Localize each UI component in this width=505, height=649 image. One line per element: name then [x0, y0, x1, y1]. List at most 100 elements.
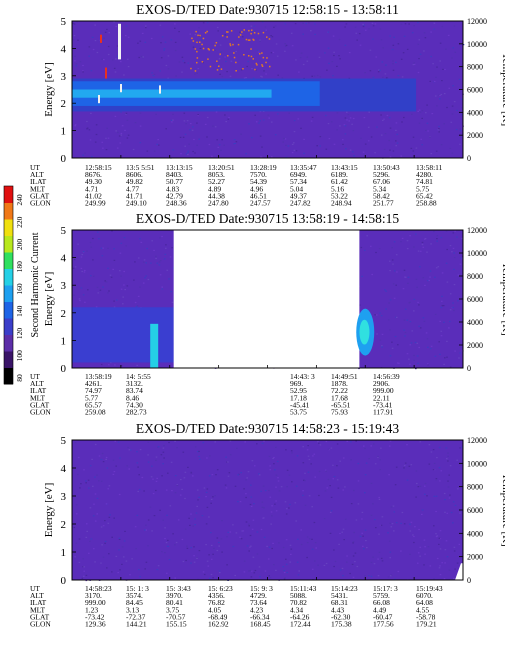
table-cell: 4729.	[250, 591, 267, 600]
table-cell: 41.02	[85, 191, 102, 200]
table-cell: 13:58:19	[85, 372, 112, 381]
colorbar-swatch	[4, 285, 13, 302]
colorbar-swatch	[4, 301, 13, 319]
table-cell: 177.56	[373, 620, 394, 629]
y2-tick-label: 4000	[467, 529, 483, 538]
table-cell: 6070.	[416, 591, 433, 600]
streak	[159, 85, 161, 94]
y2-tick-label: 10000	[467, 249, 487, 258]
table-cell: 84.45	[126, 598, 143, 607]
panel-title: EXOS-D/TED Date:930715 12:58:15 - 13:58:…	[136, 2, 399, 17]
table-cell: 83.74	[126, 386, 143, 395]
table-cell: 57.34	[290, 177, 307, 186]
y-tick-label: 1	[61, 126, 67, 138]
y2-tick-label: 12000	[467, 226, 487, 235]
table-cell: 42.79	[166, 191, 183, 200]
table-cell: 14:58:23	[85, 584, 112, 593]
table-cell: -70.57	[166, 612, 186, 621]
table-cell: 13:50:43	[373, 163, 400, 172]
table-cell: 247.82	[290, 199, 311, 208]
table-cell: 1.23	[85, 605, 98, 614]
table-cell: 144.21	[126, 620, 147, 629]
table-row-label: UT	[30, 584, 40, 593]
table-row-label: GLON	[30, 199, 51, 208]
table-cell: 155.15	[166, 620, 187, 629]
y-axis-label: Energy [eV]	[43, 62, 55, 116]
table-row-label: GLAT	[30, 400, 50, 409]
table-cell: 74.97	[85, 386, 102, 395]
y2-axis-label: Temperature [K]	[500, 53, 505, 126]
table-cell: 5.34	[373, 184, 386, 193]
table-row-label: ILAT	[30, 598, 47, 607]
table-cell: 248.36	[166, 199, 187, 208]
y2-tick-label: 8000	[467, 483, 483, 492]
colorbar-swatch	[4, 367, 13, 385]
table-cell: 1878.	[331, 379, 348, 388]
y2-tick-label: 2000	[467, 553, 483, 562]
table-cell: -66.34	[250, 612, 270, 621]
table-cell: 258.88	[416, 199, 437, 208]
table-cell: 5.77	[85, 393, 98, 402]
table-cell: 13:5 5:51	[126, 163, 155, 172]
table-cell: -58.78	[416, 612, 436, 621]
table-cell: 3132.	[126, 379, 143, 388]
y-tick-label: 2	[61, 519, 67, 531]
table-cell: 14: 5:55	[126, 372, 151, 381]
y2-tick-label: 6000	[467, 86, 483, 95]
table-cell: 117.91	[373, 408, 394, 417]
table-cell: 162.92	[208, 620, 229, 629]
table-cell: 5.75	[416, 184, 429, 193]
table-cell: 64.08	[416, 598, 433, 607]
y2-tick-label: 0	[467, 154, 471, 163]
y2-tick-label: 0	[467, 576, 471, 585]
table-row-label: ILAT	[30, 386, 47, 395]
spectrogram-panel-2: EXOS-D/TED Date:930715 13:58:19 - 14:58:…	[30, 211, 505, 417]
table-cell: 4.83	[166, 184, 179, 193]
table-cell: 13:35:47	[290, 163, 317, 172]
y-tick-label: 1	[61, 547, 67, 559]
y-axis-label: Energy [eV]	[43, 272, 55, 326]
ion-activity	[72, 307, 174, 363]
table-cell: 17.18	[290, 393, 307, 402]
colorbar-swatch	[4, 268, 13, 286]
table-cell: 52.27	[208, 177, 225, 186]
colorbar-tick-label: 200	[15, 239, 24, 251]
table-cell: 247.57	[250, 199, 271, 208]
data-gap	[173, 230, 360, 368]
table-cell: 61.42	[331, 177, 348, 186]
table-cell: 49.82	[126, 177, 143, 186]
table-row-label: ALT	[30, 170, 44, 179]
colorbar-tick-label: 80	[15, 374, 24, 382]
y-tick-label: 2	[61, 98, 67, 110]
table-cell: 129.36	[85, 620, 106, 629]
table-cell: 4.23	[250, 605, 263, 614]
table-row-label: MLT	[30, 393, 46, 402]
y-tick-label: 5	[61, 435, 67, 447]
y2-tick-label: 0	[467, 364, 471, 373]
table-cell: 4.55	[416, 605, 429, 614]
streak	[120, 84, 122, 93]
y2-tick-label: 4000	[467, 318, 483, 327]
table-cell: -68.49	[208, 612, 228, 621]
table-cell: 13:43:15	[331, 163, 358, 172]
y-tick-label: 3	[61, 491, 67, 503]
table-cell: -73.42	[85, 612, 105, 621]
table-cell: 75.93	[331, 408, 348, 417]
y2-tick-label: 10000	[467, 40, 487, 49]
table-row-label: MLT	[30, 605, 46, 614]
table-cell: 58.42	[373, 191, 390, 200]
data-gap	[455, 563, 463, 580]
y-tick-label: 5	[61, 16, 67, 28]
y-tick-label: 0	[61, 153, 67, 165]
table-cell: 4.96	[250, 184, 263, 193]
table-cell: 12:58:15	[85, 163, 112, 172]
colorbar-swatch	[4, 318, 13, 335]
y2-tick-label: 12000	[467, 436, 487, 445]
colorbar-swatch	[4, 219, 13, 236]
table-cell: 15:19:43	[416, 584, 443, 593]
table-cell: 4261.	[85, 379, 102, 388]
plasma-field	[72, 440, 463, 580]
colorbar-tick-label: 240	[15, 194, 24, 206]
table-cell: 68.31	[331, 598, 348, 607]
